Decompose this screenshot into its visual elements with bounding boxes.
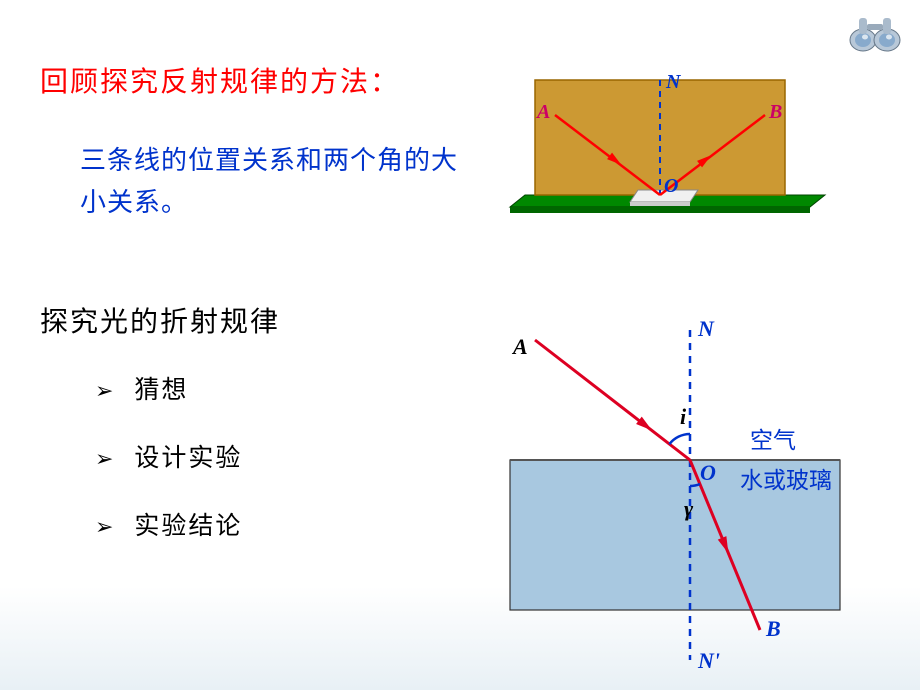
svg-text:A: A (535, 101, 550, 123)
svg-text:N: N (697, 316, 715, 341)
svg-text:γ: γ (684, 496, 694, 521)
title-reflection-review: 回顾探究反射规律的方法： (40, 60, 400, 100)
chevron-right-icon: ➢ (95, 446, 115, 472)
bullet-list: ➢ 猜想 ➢ 设计实验 ➢ 实验结论 (95, 370, 242, 574)
bullet-label: 猜想 (134, 376, 188, 404)
svg-text:B: B (768, 101, 782, 123)
svg-text:i: i (680, 404, 687, 429)
bullet-label: 实验结论 (134, 512, 242, 540)
svg-text:A: A (511, 334, 528, 359)
svg-text:空气: 空气 (750, 428, 796, 453)
binoculars-icon (845, 10, 905, 65)
svg-text:O: O (700, 460, 716, 485)
list-item: ➢ 实验结论 (95, 506, 242, 542)
list-item: ➢ 设计实验 (95, 438, 242, 474)
reflection-diagram: N A B O (480, 70, 850, 245)
refraction-diagram: N N' A B Oi γ 空气水或玻璃 (470, 310, 900, 685)
svg-text:N': N' (697, 648, 720, 673)
chevron-right-icon: ➢ (95, 514, 115, 540)
svg-text:水或玻璃: 水或玻璃 (740, 468, 832, 493)
svg-text:B: B (765, 616, 781, 641)
title-refraction-explore: 探究光的折射规律 (40, 300, 280, 340)
svg-text:N: N (665, 71, 682, 93)
list-item: ➢ 猜想 (95, 370, 242, 406)
subtitle-three-lines: 三条线的位置关系和两个角的大小关系。 (80, 140, 460, 223)
svg-text:O: O (664, 175, 678, 197)
chevron-right-icon: ➢ (95, 378, 115, 404)
bullet-label: 设计实验 (134, 444, 242, 472)
